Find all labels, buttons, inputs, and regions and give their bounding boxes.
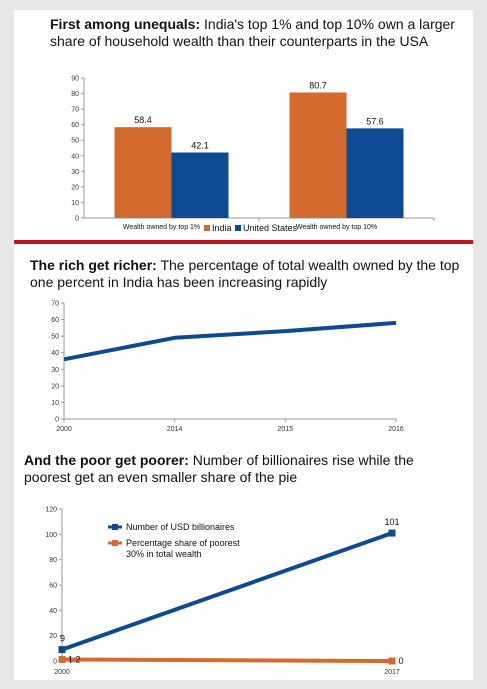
chart3-y-tick-label: 0 <box>53 659 57 666</box>
chart3-data-label: 0 <box>398 656 403 666</box>
chart1-y-tick-label: 50 <box>71 138 79 145</box>
chart3-point-marker <box>388 529 396 537</box>
chart1-legend-label: United States <box>243 223 298 233</box>
chart1-legend-swatch <box>235 225 241 231</box>
chart3-legend-marker <box>112 540 118 546</box>
chart2-heading: The rich get richer: The percentage of t… <box>30 257 460 291</box>
chart1-y-tick-label: 80 <box>71 91 79 98</box>
chart2-x-tick-label: 2016 <box>388 426 404 433</box>
chart1-category-label: Wealth owned by top 10% <box>296 224 377 231</box>
wealth-share-bar-chart: 0 10 20 30 40 50 60 70 80 90 58.4 42.1 Wealth owned … <box>71 76 435 233</box>
chart3-heading-bold: And the poor get poorer: <box>24 452 189 468</box>
chart1-data-label: 42.1 <box>191 141 209 151</box>
chart1-bar <box>171 152 229 218</box>
top-one-percent-line-chart: 0 10 20 30 40 50 60 70 2000 2014 2015 2016 <box>51 301 404 434</box>
chart3-data-label: 1.2 <box>68 654 81 664</box>
chart2-y-tick-label: 50 <box>51 334 59 341</box>
chart1-heading-text: India's top 1% and top 10% own a larger … <box>50 16 455 49</box>
chart1-data-label: 58.4 <box>134 115 152 125</box>
chart1-category-label: Wealth owned by top 1% <box>123 224 200 231</box>
chart3-y-tick-label: 120 <box>45 507 57 514</box>
chart1-y-tick-label: 10 <box>71 200 79 207</box>
chart3-series-line <box>61 657 393 663</box>
chart2-y-tick-label: 60 <box>51 317 59 324</box>
chart2-series-line <box>63 320 397 362</box>
chart1-bar <box>114 127 172 218</box>
chart1-y-tick-label: 20 <box>71 184 79 191</box>
chart2-y-tick-label: 30 <box>51 367 59 374</box>
chart3-data-label: 101 <box>384 517 399 527</box>
billionaires-vs-poorest-line-chart: 0 20 40 60 80 100 120 2000 2017 9 101 1.2 0 Number of… <box>45 507 403 677</box>
chart2-y-tick-label: 0 <box>55 417 59 424</box>
chart2-y-tick-label: 40 <box>51 350 59 357</box>
chart2-x-tick-label: 2015 <box>278 426 294 433</box>
chart3-heading: And the poor get poorer: Number of billi… <box>24 452 464 486</box>
chart1-y-tick-label: 60 <box>71 122 79 129</box>
chart1-data-label: 80.7 <box>309 80 327 90</box>
chart3-legend-label: Number of USD billionaires <box>126 522 235 532</box>
chart3-series-line <box>61 531 393 652</box>
section-divider <box>14 240 473 244</box>
infographic-page: First among unequals: India's top 1% and… <box>14 10 473 680</box>
chart3-point-marker <box>388 657 396 665</box>
chart2-heading-bold: The rich get richer: <box>30 257 157 273</box>
chart1-legend-swatch <box>204 225 210 231</box>
chart2-y-tick-label: 10 <box>51 400 59 407</box>
chart3-point-marker <box>58 646 66 654</box>
chart1-legend-label: India <box>212 223 232 233</box>
chart1-bar <box>346 128 404 218</box>
chart3-point-marker <box>58 655 66 663</box>
chart2-y-tick-label: 70 <box>51 301 59 308</box>
chart1-y-tick-label: 0 <box>75 216 79 223</box>
chart2-x-tick-label: 2000 <box>56 426 72 433</box>
chart2-x-tick-label: 2014 <box>167 426 183 433</box>
chart1-bar <box>289 92 347 218</box>
chart1-y-tick-label: 30 <box>71 169 79 176</box>
chart3-heading-text: Number of billionaires rise while the po… <box>24 452 414 485</box>
chart3-y-tick-label: 20 <box>49 633 57 640</box>
chart2-heading-text: The percentage of total wealth owned by … <box>30 257 460 290</box>
chart2-y-tick-label: 20 <box>51 383 59 390</box>
chart3-data-label: 9 <box>60 634 65 644</box>
chart3-y-tick-label: 60 <box>49 583 57 590</box>
chart1-heading: First among unequals: India's top 1% and… <box>50 16 460 50</box>
chart1-y-tick-label: 90 <box>71 76 79 83</box>
chart3-legend-label: Percentage share of poorest 30% in total … <box>126 538 240 559</box>
chart3-y-tick-label: 100 <box>45 532 57 539</box>
chart3-y-tick-label: 80 <box>49 557 57 564</box>
chart3-y-tick-label: 40 <box>49 608 57 615</box>
chart1-y-tick-label: 40 <box>71 153 79 160</box>
chart3-x-tick-label: 2000 <box>54 669 70 676</box>
chart3-x-tick-label: 2017 <box>384 669 400 676</box>
chart1-y-tick-label: 70 <box>71 107 79 114</box>
chart3-legend-marker <box>112 524 118 530</box>
chart1-heading-bold: First among unequals: <box>50 16 201 32</box>
chart1-data-label: 57.6 <box>366 116 384 126</box>
